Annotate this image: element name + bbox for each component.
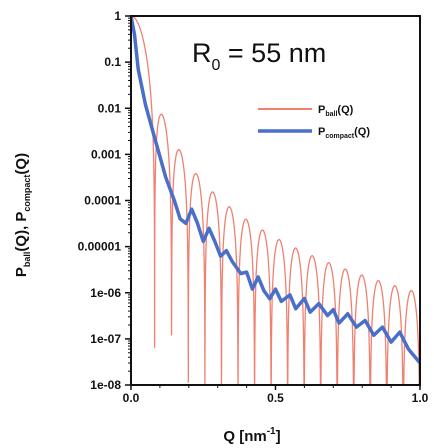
y-tick-label: 0.1	[104, 55, 121, 69]
x-tick-label: 0.0	[123, 391, 140, 405]
legend-label-compact: Pcompact(Q)	[318, 126, 370, 140]
x-axis: 0.0 0.5 1.0	[123, 385, 429, 405]
legend: Pball(Q) Pcompact(Q)	[258, 104, 370, 140]
y-tick-label: 1e-08	[90, 378, 121, 392]
legend-label-ball: Pball(Q)	[318, 104, 354, 118]
x-tick-label: 0.5	[267, 391, 284, 405]
y-axis-title: Pball(Q), Pcompact(Q)	[13, 153, 32, 277]
y-tick-label: 1	[114, 9, 121, 23]
y-tick-label: 0.001	[91, 147, 121, 161]
radius-annotation: R0 = 55 nm	[192, 38, 326, 74]
x-axis-title: Q [nm-1]	[223, 426, 280, 445]
series-line-compact	[131, 16, 420, 365]
y-tick-label: 1e-07	[90, 332, 121, 346]
y-tick-label: 0.01	[98, 101, 122, 115]
plot-area	[131, 16, 420, 385]
y-tick-label: 0.0001	[84, 194, 121, 208]
y-tick-label: 1e-06	[90, 286, 121, 300]
series-line-ball	[131, 16, 420, 385]
x-tick-label: 1.0	[412, 391, 429, 405]
y-tick-label: 0.00001	[78, 240, 122, 254]
y-axis: 1 0.1 0.01 0.001 0.0001 0.00001 1e-06 1e-07 1e-0…	[78, 9, 131, 392]
